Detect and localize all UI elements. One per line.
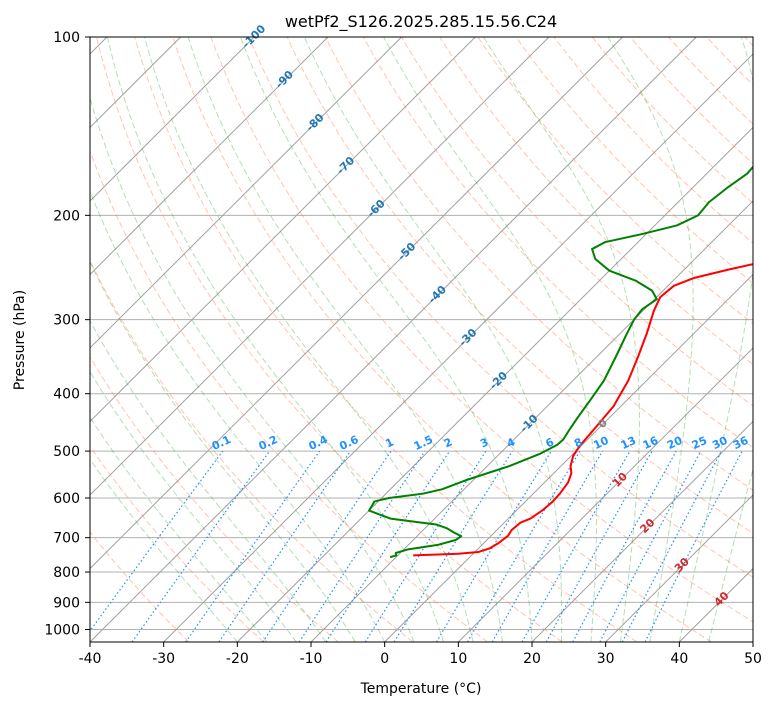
y-tick-label: 500 <box>53 444 80 460</box>
mixing-ratio-line <box>393 450 513 642</box>
mixing-ratio-line <box>545 450 653 642</box>
x-tick-label: -10 <box>300 651 323 667</box>
mixing-ratio-line <box>218 450 351 642</box>
mixing-ratio-line <box>325 450 451 642</box>
dry-adiabat-line <box>96 37 563 642</box>
y-tick-label: 200 <box>53 208 80 224</box>
isotherm-line <box>310 200 753 642</box>
isotherm-line <box>531 420 753 642</box>
x-tick-label: 10 <box>449 651 467 667</box>
mixing-ratio-label: 25 <box>690 434 709 452</box>
moist-adiabat-line <box>143 37 474 642</box>
isotherm-line <box>605 494 753 642</box>
dry-adiabat-line <box>172 37 713 642</box>
isotherm-line <box>457 347 753 642</box>
isotherm-line <box>90 37 550 496</box>
x-tick-label: 0 <box>380 651 389 667</box>
plot-frame <box>89 36 754 643</box>
y-tick-label: 700 <box>53 531 80 547</box>
dry-adiabat-line <box>324 37 753 491</box>
y-tick-label: 900 <box>53 595 80 611</box>
dry-adiabat-line <box>248 37 753 578</box>
mixing-ratio-label: 30 <box>710 434 730 452</box>
mixing-ratio-line <box>572 450 677 642</box>
moist-adiabat-line <box>90 95 415 642</box>
moist-adiabat-line <box>239 37 533 642</box>
y-tick-label: 600 <box>53 491 80 507</box>
mixing-ratio-line <box>521 450 631 642</box>
y-tick-label: 100 <box>53 30 80 46</box>
mixing-ratio-label: 16 <box>641 434 661 452</box>
isotherm-line <box>90 37 255 202</box>
dry-adiabat-line <box>134 37 638 642</box>
mixing-ratio-line <box>364 450 487 642</box>
moist-adiabat-line <box>483 37 640 642</box>
dry-adiabat-line <box>90 149 488 642</box>
mixing-ratio-label: 13 <box>619 434 638 452</box>
dry-adiabat-line <box>90 531 190 642</box>
dry-adiabat-line <box>477 37 753 325</box>
moist-adiabat-line <box>90 260 356 642</box>
y-axis-label: Pressure (hPa) <box>12 290 28 390</box>
isotherm-line <box>90 37 623 570</box>
x-tick-label: -40 <box>79 651 102 667</box>
dry-adiabat-line <box>90 355 339 642</box>
y-axis: 100 200 300 400 500 600 700 800 900 1000 <box>44 30 90 638</box>
moist-adiabat-line <box>90 189 386 642</box>
moist-adiabat-line <box>90 458 238 642</box>
moist-adiabat-line <box>90 370 297 642</box>
mixing-ratio-line <box>262 450 392 642</box>
y-tick-label: 300 <box>53 313 80 329</box>
mixing-ratio-line <box>185 450 321 642</box>
isotherm-line <box>384 273 753 642</box>
isotherm-line <box>236 126 753 642</box>
mixing-ratio-label: 10 <box>591 434 611 452</box>
isotherm-line <box>90 37 329 276</box>
x-tick-label: 50 <box>744 651 762 667</box>
isotherm-line <box>90 37 402 349</box>
isotherm-line <box>163 53 753 642</box>
dry-adiabat-line <box>362 37 753 449</box>
mixing-ratio-line <box>644 450 743 642</box>
series-layer <box>368 165 753 559</box>
x-tick-label: 20 <box>523 651 541 667</box>
mixing-ratio-label: 36 <box>731 434 751 452</box>
x-axis-label: Temperature (°C) <box>360 681 482 697</box>
moist-adiabat-line <box>383 37 597 642</box>
moist-adiabat-line <box>106 37 445 642</box>
x-tick-label: -20 <box>226 651 249 667</box>
x-axis: -40 -30 -20 -10 0 10 20 30 40 50 <box>79 642 762 667</box>
mixing-ratio-line <box>131 450 271 642</box>
x-tick-label: 40 <box>670 651 688 667</box>
dry-adiabat-line <box>286 37 753 534</box>
dewpoint-profile-line <box>368 165 753 559</box>
moist-adiabat-line <box>607 37 694 642</box>
mixing-ratio-line <box>298 450 426 642</box>
moist-adiabat-line <box>678 37 753 642</box>
moist-adiabat-line <box>90 416 268 642</box>
moist-adiabat-line <box>187 37 504 642</box>
y-tick-label: 1000 <box>44 622 80 638</box>
isotherm-line <box>90 37 476 423</box>
x-tick-label: 30 <box>597 651 615 667</box>
y-tick-label: 400 <box>53 387 80 403</box>
temperature-profile-line <box>413 263 753 557</box>
background-lines <box>90 37 753 642</box>
y-tick-label: 800 <box>53 565 80 581</box>
mixing-ratio-label: 20 <box>665 434 685 452</box>
dry-adiabat-line <box>400 37 753 407</box>
chart-title: wetPf2_S126.2025.285.15.56.C24 <box>285 12 557 32</box>
dry-adiabat-line <box>90 259 414 642</box>
x-tick-label: -30 <box>152 651 175 667</box>
moist-adiabat-line <box>303 37 563 642</box>
mixing-ratio-line <box>90 450 224 632</box>
isotherm-line <box>90 37 697 642</box>
dry-adiabat-line <box>210 37 753 623</box>
